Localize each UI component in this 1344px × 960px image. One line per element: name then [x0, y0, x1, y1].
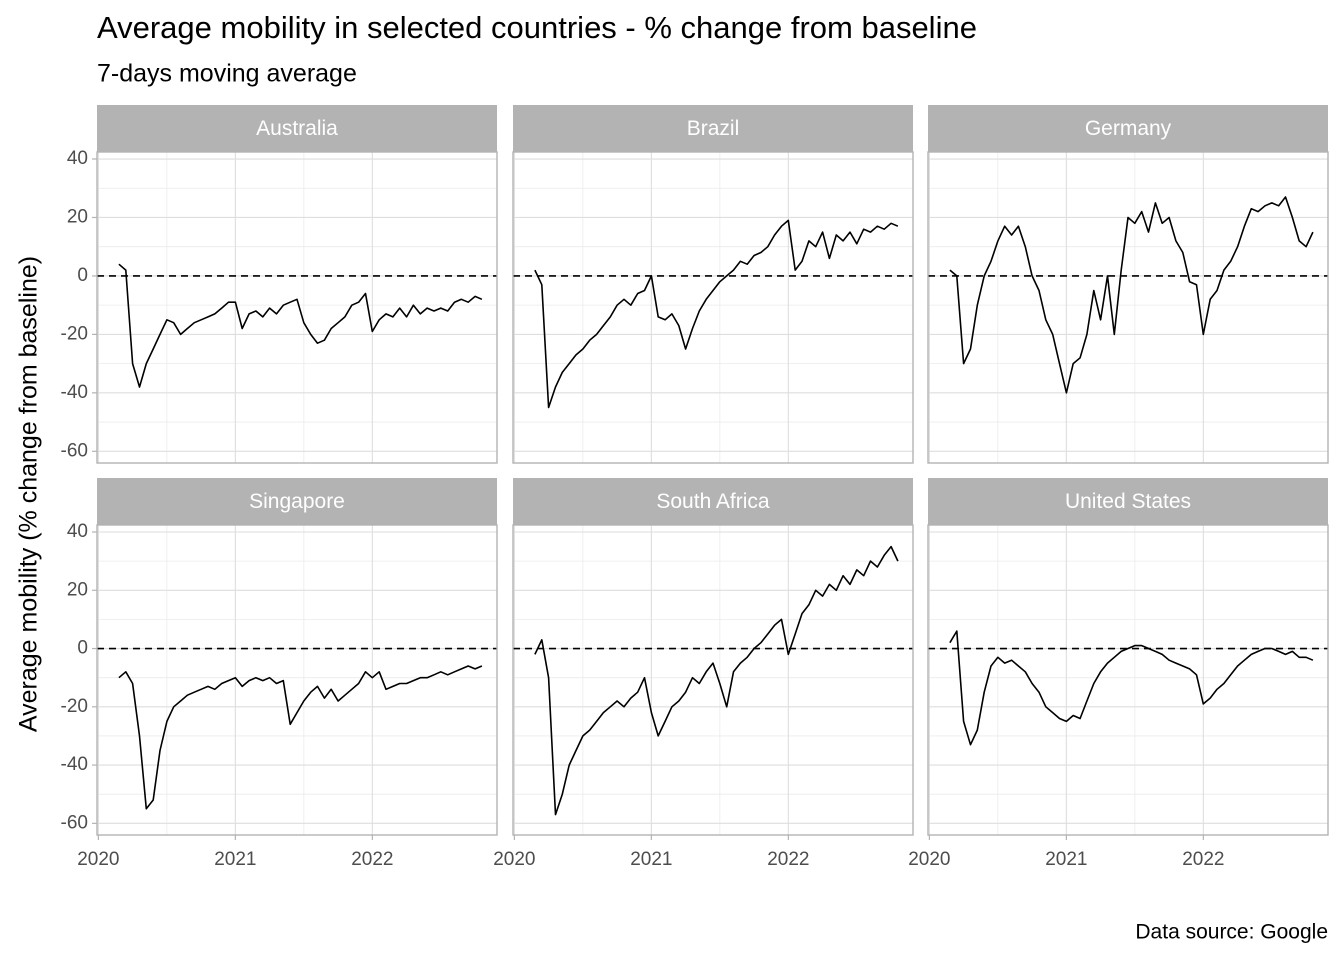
x-tick-label: 2021 — [1045, 849, 1087, 870]
mobility-line — [118, 665, 483, 810]
strip — [928, 105, 1328, 152]
panel-border — [927, 524, 1329, 836]
strip — [97, 105, 497, 152]
strip-label: Brazil — [687, 117, 740, 140]
mobility-line — [534, 545, 899, 816]
y-tick-label: -60 — [61, 440, 88, 461]
x-tick-label: 2021 — [630, 849, 672, 870]
y-tick-label: 20 — [67, 579, 88, 600]
strip — [928, 478, 1328, 525]
x-tick-label: 2020 — [493, 849, 535, 870]
y-tick-label: 20 — [67, 206, 88, 227]
panel-border — [96, 524, 498, 836]
strip — [513, 478, 913, 525]
y-tick-label: -40 — [61, 382, 88, 403]
strip-label: South Africa — [656, 490, 770, 513]
panel-border — [927, 151, 1329, 464]
y-tick-label: 0 — [77, 265, 88, 286]
x-tick-label: 2020 — [77, 849, 119, 870]
y-tick-label: 0 — [77, 638, 88, 659]
mobility-line — [118, 263, 483, 388]
mobility-line — [534, 219, 899, 409]
y-tick-label: -20 — [61, 323, 88, 344]
chart-subtitle: 7-days moving average — [97, 60, 357, 88]
x-tick-label: 2020 — [908, 849, 950, 870]
y-tick-label: -20 — [61, 696, 88, 717]
y-tick-label: -40 — [61, 754, 88, 775]
mobility-line — [949, 630, 1314, 746]
caption: Data source: Google — [1135, 921, 1328, 944]
strip-label: Australia — [256, 117, 338, 140]
strip-label: Germany — [1085, 117, 1172, 140]
y-tick-label: 40 — [67, 148, 88, 169]
strip-label: Singapore — [249, 490, 345, 513]
panel-border — [512, 151, 914, 464]
x-tick-label: 2022 — [767, 849, 809, 870]
x-tick-label: 2021 — [214, 849, 256, 870]
strip — [97, 478, 497, 525]
y-tick-label: 40 — [67, 521, 88, 542]
chart-title: Average mobility in selected countries -… — [97, 10, 977, 45]
panel-border — [512, 524, 914, 836]
strip-label: United States — [1065, 490, 1191, 513]
x-tick-label: 2022 — [1182, 849, 1224, 870]
x-tick-label: 2022 — [351, 849, 393, 870]
panel-border — [96, 151, 498, 464]
y-axis-label: Average mobility (% change from baseline… — [15, 256, 43, 732]
mobility-line — [949, 196, 1314, 394]
strip — [513, 105, 913, 152]
y-tick-label: -60 — [61, 812, 88, 833]
